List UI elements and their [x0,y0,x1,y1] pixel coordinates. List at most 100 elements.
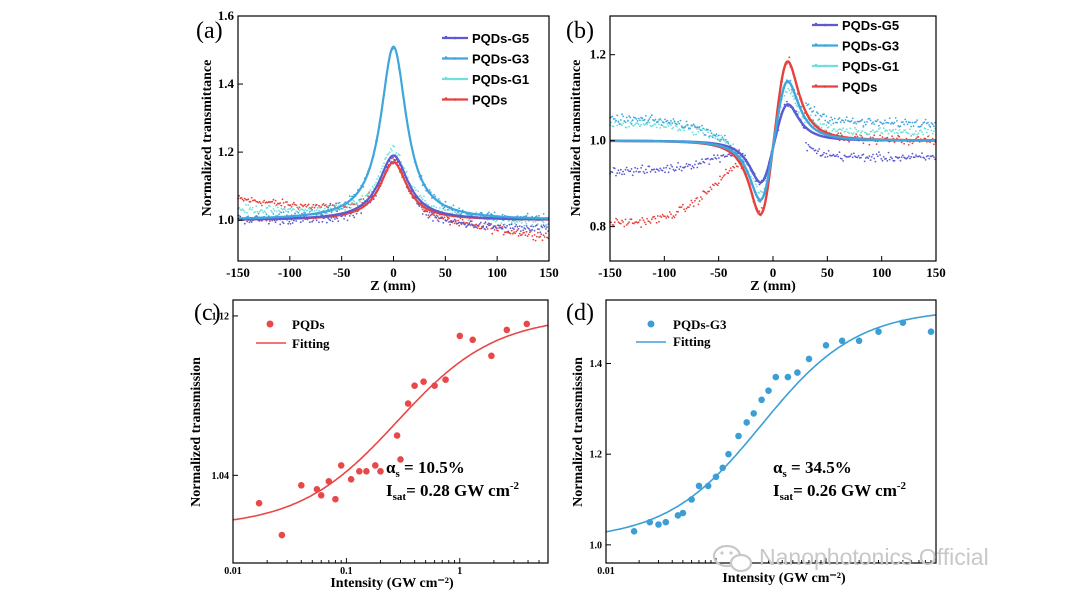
data-point [251,206,254,209]
data-point [917,132,920,135]
data-point [469,224,472,227]
data-point [707,157,709,160]
data-point [721,136,724,139]
data-point [715,133,718,136]
data-point [513,228,515,231]
data-point [622,170,624,173]
data-point [864,132,867,134]
data-point [446,208,449,211]
data-point [869,159,872,162]
data-point [283,206,286,208]
data-point [837,118,840,120]
data-point [530,225,532,228]
data-point [646,123,648,126]
data-point [501,213,504,216]
data-point [656,168,659,171]
data-point [354,203,357,206]
legend-dot [823,85,827,88]
data-point [395,152,398,154]
data-point [664,171,666,174]
data-point [396,154,399,157]
data-point [722,138,725,141]
data-point [716,154,719,157]
data-point [872,136,874,139]
x-tick-label: 50 [439,265,452,280]
data-point [654,123,657,126]
data-point [650,218,653,221]
data-point [637,123,640,126]
data-point [488,211,490,214]
data-point [293,201,295,204]
data-point [856,130,859,133]
data-point [906,123,909,125]
data-point [457,219,459,222]
data-point [513,231,515,234]
data-point [720,134,723,137]
data-point [876,130,879,133]
data-point [679,509,687,517]
data-point [628,125,630,128]
legend-dot [453,77,457,81]
data-point [340,207,343,210]
data-point [732,143,734,146]
data-point [824,129,827,132]
data-point [912,125,915,128]
data-point [854,155,856,158]
data-point [727,172,730,175]
data-point [648,165,651,168]
data-point [634,166,636,169]
data-point [307,203,310,206]
data-point [662,167,665,169]
data-point [789,92,792,95]
data-point [503,326,511,334]
data-point [818,118,821,121]
data-point [680,169,683,172]
panel-d: (d) 0.01 1.0 1.2 1.4 Intensity (GW cm⁻²) No… [566,299,937,586]
data-point [717,157,720,159]
data-point [850,132,853,135]
data-point [468,222,471,224]
panel-c-legend: PQDs Fitting [256,317,330,351]
data-point [352,214,355,217]
watermark-text: Nanophotonics Official [759,544,989,570]
legend-label: PQDs-G5 [472,31,529,46]
panel-c-annotation: αs = 10.5% Isat= 0.28 GW cm-2 [386,458,520,503]
data-point [654,217,657,220]
data-point [427,204,430,206]
data-point [283,208,286,211]
data-point [493,229,496,231]
data-point [240,196,243,199]
data-point [324,204,327,206]
data-point [373,184,376,186]
data-point [311,208,313,211]
data-point [784,373,792,381]
data-point [312,203,315,206]
data-point [653,168,656,171]
data-point [484,221,487,224]
data-point [806,149,809,152]
data-point [754,183,757,186]
data-point [539,235,542,238]
data-point [431,382,438,390]
data-point [418,205,421,208]
data-point [323,207,326,210]
data-point [646,217,648,220]
data-point [308,210,311,213]
data-point [335,202,337,205]
data-point [344,215,347,217]
data-point [509,227,512,230]
x-tick-label: 150 [539,265,559,280]
data-point [715,157,718,160]
data-point [720,178,723,181]
data-point [643,221,646,224]
data-point [392,144,394,147]
data-point [704,482,712,490]
data-point [314,205,317,208]
data-point [630,120,633,123]
data-point [714,156,717,159]
data-point [432,220,434,222]
data-point [668,167,671,170]
data-point [679,119,682,122]
data-point [685,207,688,210]
data-point [854,121,856,123]
